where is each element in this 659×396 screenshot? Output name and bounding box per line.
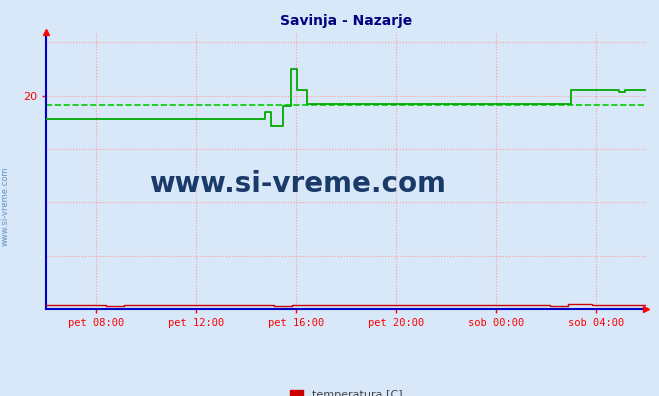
Text: www.si-vreme.com: www.si-vreme.com <box>150 170 447 198</box>
Title: Savinja - Nazarje: Savinja - Nazarje <box>280 14 412 28</box>
Legend: temperatura [C], pretok [m3/s]: temperatura [C], pretok [m3/s] <box>285 385 407 396</box>
Text: www.si-vreme.com: www.si-vreme.com <box>1 166 10 246</box>
